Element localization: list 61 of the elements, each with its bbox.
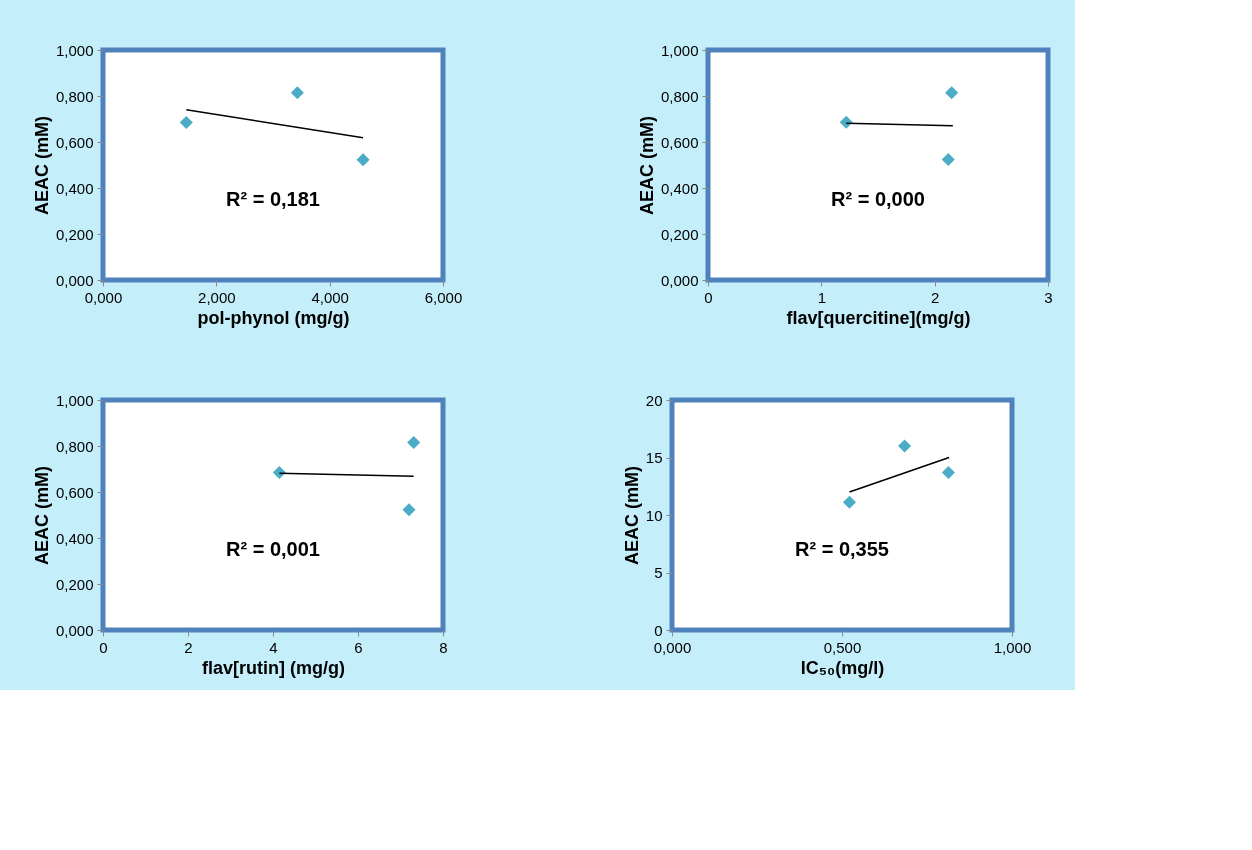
x-tick-label: 2 [184, 638, 193, 656]
annotation: R² = 0,355 [795, 537, 889, 560]
y-tick-label: 0,800 [55, 87, 94, 105]
point [941, 152, 955, 166]
y-tick-label: 15 [645, 449, 663, 466]
x-axis-title: flav[quercitine](mg/g) [786, 307, 971, 328]
x-tick-label: 0,500 [823, 638, 862, 656]
annotation: R² = 0,001 [226, 537, 320, 560]
point [179, 115, 193, 129]
x-tick-label: 6,000 [424, 288, 463, 306]
point [290, 86, 304, 100]
y-tick-label: 1,000 [55, 391, 94, 409]
y-axis-title: AEAC (mM) [621, 466, 642, 565]
y-axis-title: AEAC (mM) [31, 466, 52, 565]
point [407, 436, 421, 450]
point [945, 86, 959, 100]
y-tick-label: 1,000 [660, 41, 699, 59]
annotation: R² = 0,181 [226, 187, 320, 210]
y-tick-label: 0,200 [660, 225, 699, 243]
x-tick-label: 2,000 [198, 288, 236, 306]
x-axis-title: pol-phynol (mg/g) [197, 307, 350, 328]
y-tick-label: 0,600 [55, 483, 94, 501]
y-tick-label: 0,600 [55, 133, 94, 151]
y-tick-label: 0,200 [55, 575, 94, 593]
x-tick-label: 0 [99, 638, 108, 656]
y-tick-label: 0,600 [660, 133, 699, 151]
y-tick-label: 0,800 [660, 87, 699, 105]
y-axis-title: AEAC (mM) [31, 116, 52, 215]
y-tick-label: 5 [654, 564, 663, 581]
point [941, 465, 955, 479]
point [898, 439, 912, 453]
point [839, 115, 853, 129]
x-tick-label: 8 [439, 638, 448, 656]
x-tick-label: 0 [704, 288, 713, 306]
y-tick-label: 0,400 [55, 529, 94, 547]
y-tick-label: 0,000 [660, 271, 699, 289]
annotation: R² = 0,000 [831, 187, 925, 210]
point [402, 503, 416, 517]
y-tick-label: 10 [645, 506, 663, 524]
y-tick-label: 0,000 [55, 621, 94, 639]
x-axis-title: flav[rutin] (mg/g) [202, 657, 345, 678]
y-tick-label: 0,800 [55, 437, 94, 455]
point [842, 495, 856, 509]
x-tick-label: 0,000 [84, 288, 123, 306]
y-tick-label: 20 [645, 391, 663, 409]
y-tick-label: 1,000 [55, 41, 94, 59]
x-tick-label: 4 [269, 638, 278, 656]
y-tick-label: 0,400 [55, 179, 94, 197]
y-tick-label: 0,200 [55, 225, 94, 243]
x-axis-title: IC₅₀(mg/l) [800, 657, 885, 678]
x-tick-label: 3 [1044, 288, 1053, 306]
y-axis-title: AEAC (mM) [636, 116, 657, 215]
x-tick-label: 1 [817, 288, 827, 306]
y-tick-label: 0,000 [55, 271, 94, 289]
x-tick-label: 4,000 [311, 288, 349, 306]
point [356, 153, 370, 167]
x-tick-label: 1,000 [993, 638, 1032, 656]
y-tick-label: 0 [654, 621, 663, 639]
x-tick-label: 2 [930, 288, 940, 306]
x-tick-label: 6 [354, 638, 363, 656]
y-tick-label: 0,400 [660, 179, 699, 197]
